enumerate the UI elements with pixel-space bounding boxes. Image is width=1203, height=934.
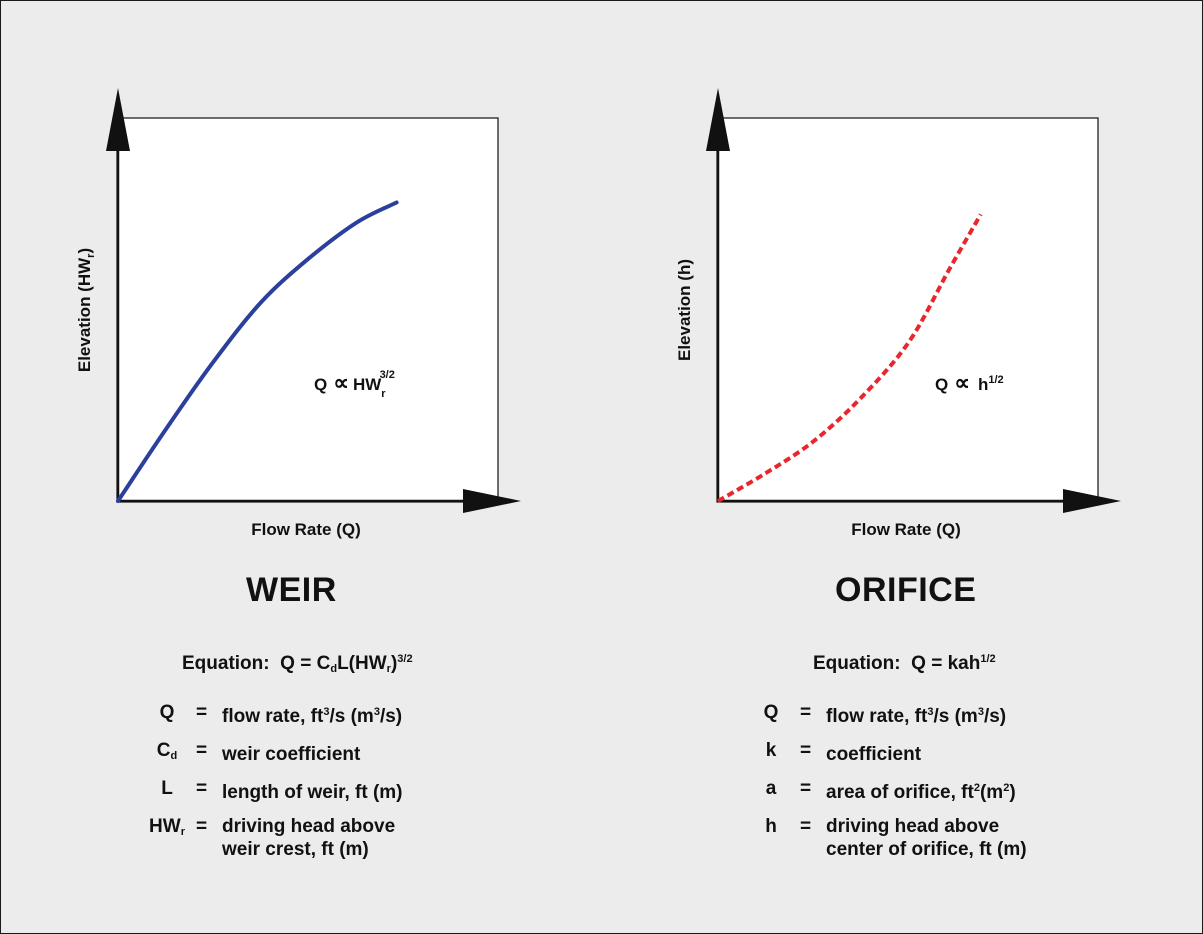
y-axis-arrowhead: [706, 88, 730, 151]
x-axis-label: Flow Rate (Q): [851, 520, 961, 539]
variable-definition: flow rate, ft3/s (m3/s): [222, 706, 403, 727]
orifice-curve: [717, 213, 983, 503]
variable-symbol: L: [161, 778, 173, 799]
plot-area: [716, 117, 1099, 503]
x-axis-arrowhead: [463, 489, 521, 513]
orifice-chart: Elevation (h) Flow Rate (Q) Q ∝ h1/2: [675, 88, 1121, 539]
equals-sign: =: [196, 816, 208, 837]
orifice-panel: Elevation (h) Flow Rate (Q) Q ∝ h1/2 ORIFI…: [601, 1, 1201, 933]
variable-symbol: Cd: [156, 740, 178, 762]
y-axis-arrowhead: [106, 88, 130, 151]
variable-row: h = driving head above center of orifice…: [742, 806, 1027, 861]
orifice-equation: Equation: Q = kah1/2: [813, 653, 996, 674]
variable-symbol: Q: [159, 702, 175, 723]
variable-row: k = coefficient: [742, 730, 1027, 768]
orifice-variable-list: Q = flow rate, ft3/s (m3/s) k = coeffici…: [742, 701, 1027, 861]
variable-symbol: h: [765, 816, 777, 837]
orifice-title: ORIFICE: [835, 571, 977, 609]
x-axis-arrowhead: [1063, 489, 1121, 513]
variable-row: HWr = driving head above weir crest, ft …: [138, 806, 403, 861]
variable-symbol: a: [765, 778, 777, 799]
variable-row: Q = flow rate, ft3/s (m3/s): [138, 701, 403, 730]
equals-sign: =: [196, 740, 208, 761]
proportionality-annotation: Q ∝ HWr3/2: [314, 369, 395, 400]
weir-panel: Elevation (HWr) Flow Rate (Q) Q ∝ HWr3/2 W…: [1, 1, 601, 933]
equals-sign: =: [196, 702, 208, 723]
variable-row: Q = flow rate, ft3/s (m3/s): [742, 701, 1027, 730]
variable-definition: coefficient: [826, 744, 922, 765]
variable-symbol: Q: [763, 702, 779, 723]
variable-definition: driving head above center of orifice, ft…: [826, 816, 1027, 860]
variable-definition: area of orifice, ft2(m2): [826, 782, 1016, 803]
y-axis-label: Elevation (HWr): [75, 248, 97, 372]
x-axis-label: Flow Rate (Q): [251, 520, 361, 539]
plot-area: [116, 117, 499, 503]
y-axis-label: Elevation (h): [675, 259, 694, 361]
equals-sign: =: [196, 778, 208, 799]
weir-equation: Equation: Q = CdL(HWr)3/2: [182, 653, 413, 675]
variable-definition: weir coefficient: [222, 744, 361, 765]
equals-sign: =: [800, 702, 812, 723]
variable-row: L = length of weir, ft (m): [138, 768, 403, 806]
weir-title: WEIR: [246, 571, 337, 609]
weir-variable-list: Q = flow rate, ft3/s (m3/s) Cd = weir co…: [138, 701, 403, 861]
variable-definition: length of weir, ft (m): [222, 782, 403, 803]
equals-sign: =: [800, 740, 812, 761]
series-marks: [717, 213, 983, 503]
variable-definition: flow rate, ft3/s (m3/s): [826, 706, 1007, 727]
variable-definition: driving head above weir crest, ft (m): [222, 816, 396, 860]
equals-sign: =: [800, 778, 812, 799]
equals-sign: =: [800, 816, 812, 837]
weir-chart: Elevation (HWr) Flow Rate (Q) Q ∝ HWr3/2: [75, 88, 521, 539]
variable-symbol: HWr: [149, 816, 185, 838]
variable-row: a = area of orifice, ft2(m2): [742, 768, 1027, 806]
variable-row: Cd = weir coefficient: [138, 730, 403, 768]
variable-symbol: k: [765, 740, 777, 761]
series-marks: [116, 200, 399, 503]
proportionality-annotation: Q ∝ h1/2: [935, 370, 1004, 395]
weir-curve: [116, 200, 399, 503]
